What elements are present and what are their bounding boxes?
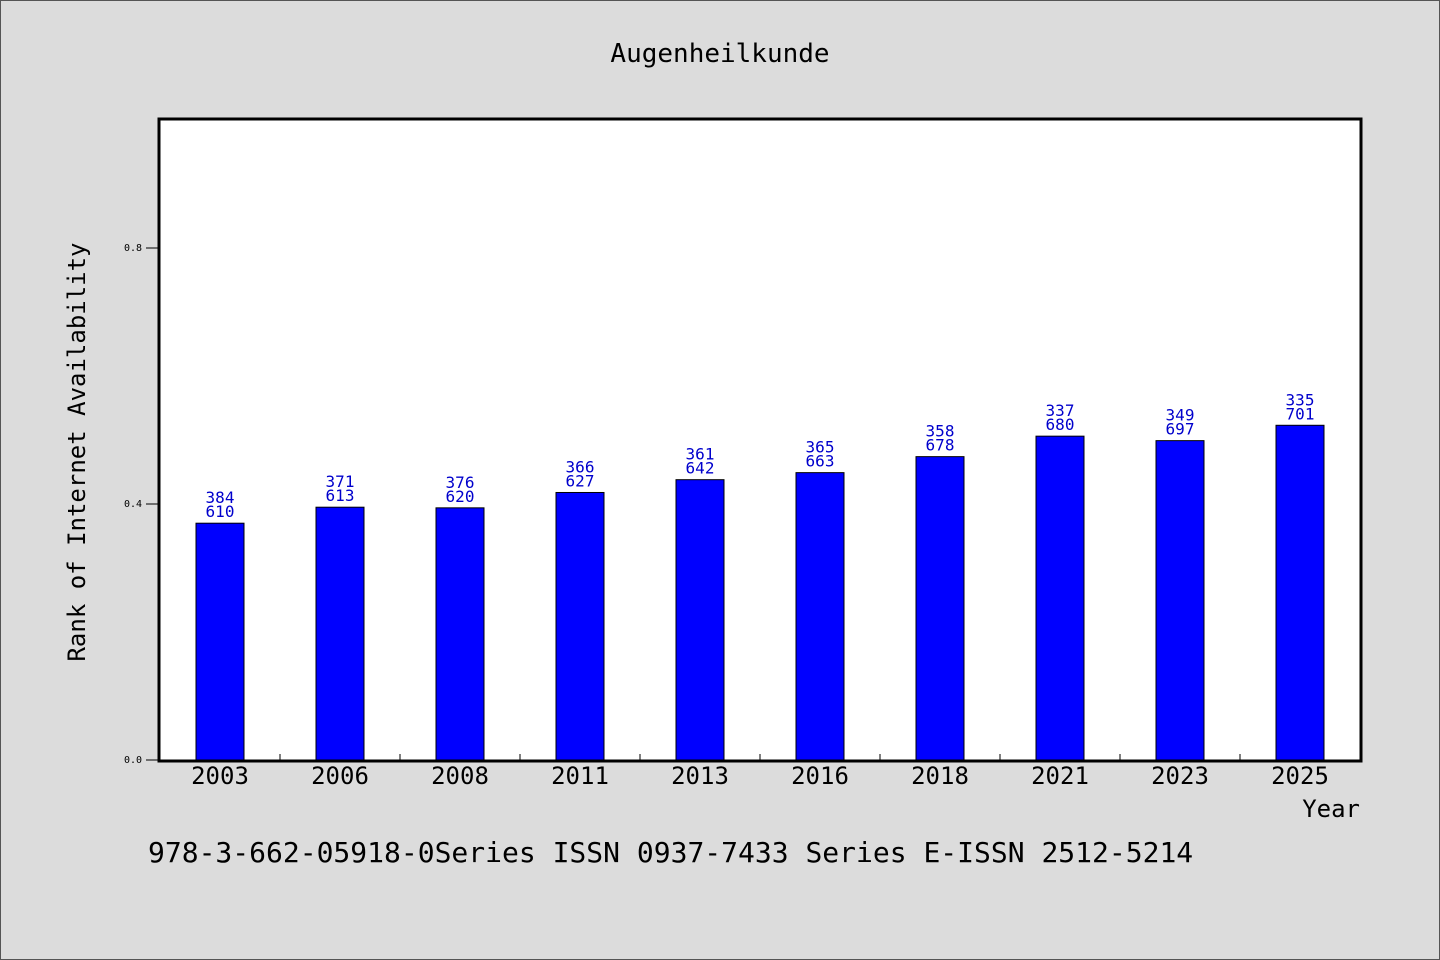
bar-label-bottom-2025: 701 [1286, 404, 1315, 423]
bar-2008 [435, 507, 485, 761]
bar-2018 [915, 456, 965, 761]
y-axis: 0.0 0.4 0.8 [124, 243, 160, 766]
bar-label-bottom-2011: 627 [566, 471, 595, 490]
y-tick-label-0.8: 0.8 [124, 243, 142, 254]
bar-2013 [675, 479, 725, 761]
bar-labels-group: 3846103716133766203666273616423656633586… [206, 390, 1315, 521]
bar-label-top-2008: 376 [446, 473, 475, 492]
bars-group [195, 424, 1325, 761]
bar-label-bottom-2018: 678 [926, 436, 955, 455]
x-tick-label-2021: 2021 [1031, 762, 1089, 790]
bar-2003 [195, 522, 245, 761]
x-tick-label-2018: 2018 [911, 762, 969, 790]
y-tick-label-0.4: 0.4 [124, 499, 142, 510]
bar-label-top-2003: 384 [206, 488, 235, 507]
x-tick-label-2003: 2003 [191, 762, 249, 790]
x-tick-label-2016: 2016 [791, 762, 849, 790]
bar-label-bottom-2003: 610 [206, 502, 235, 521]
chart-title: Augenheilkunde [610, 39, 829, 69]
y-tick-label-0.0: 0.0 [124, 755, 142, 766]
bar-2011 [555, 491, 605, 761]
bar-label-top-2016: 365 [806, 438, 835, 457]
bar-label-top-2006: 371 [326, 472, 355, 491]
bar-2021 [1035, 435, 1085, 761]
bar-2025 [1275, 424, 1325, 761]
bar-2006 [315, 506, 365, 761]
x-tick-label-2008: 2008 [431, 762, 489, 790]
x-axis: 2003 2006 2008 2011 2013 2016 2018 2021 2023 2025 [191, 754, 1329, 790]
footer-text: 978-3-662-05918-0Series ISSN 0937-7433 S… [148, 836, 1193, 869]
x-tick-label-2025: 2025 [1271, 762, 1329, 790]
bar-label-bottom-2023: 697 [1166, 420, 1195, 439]
bar-2016 [795, 472, 845, 761]
bar-label-bottom-2013: 642 [686, 459, 715, 478]
bar-label-bottom-2008: 620 [446, 487, 475, 506]
bar-label-top-2025: 335 [1286, 390, 1315, 409]
x-axis-label: Year [1302, 795, 1360, 823]
bar-label-bottom-2021: 680 [1046, 415, 1075, 434]
bar-label-bottom-2006: 613 [326, 486, 355, 505]
bar-label-bottom-2016: 663 [806, 452, 835, 471]
bar-label-top-2011: 366 [566, 457, 595, 476]
bar-2023 [1155, 440, 1205, 761]
x-tick-label-2023: 2023 [1151, 762, 1209, 790]
y-axis-label: Rank of Internet Availability [63, 242, 91, 661]
bar-label-top-2018: 358 [926, 422, 955, 441]
bar-label-top-2021: 337 [1046, 401, 1075, 420]
x-tick-label-2006: 2006 [311, 762, 369, 790]
bar-label-top-2023: 349 [1166, 406, 1195, 425]
x-tick-label-2011: 2011 [551, 762, 609, 790]
x-tick-label-2013: 2013 [671, 762, 729, 790]
bar-label-top-2013: 361 [686, 445, 715, 464]
